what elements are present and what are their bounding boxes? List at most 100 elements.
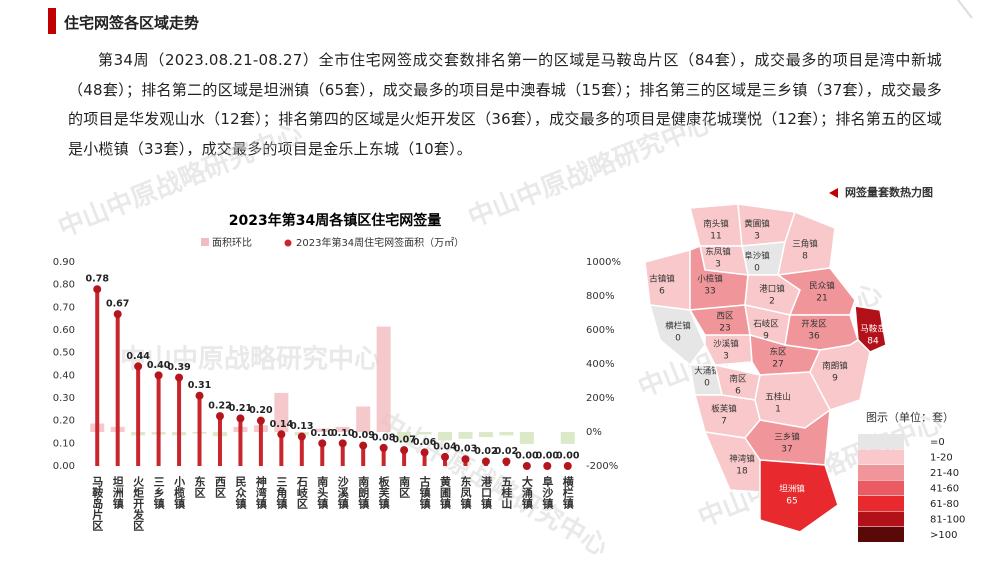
y-tick-label: 0.80 [53, 280, 75, 291]
legend-swatch [858, 511, 904, 527]
legend-swatch [858, 480, 904, 496]
ratio-bar [376, 326, 391, 432]
value-label: 0.31 [188, 380, 211, 391]
ratio-bar [438, 432, 453, 441]
ratio-bar [315, 428, 330, 432]
legend-swatch [284, 239, 292, 247]
region-name: 五桂山 [765, 392, 791, 403]
area-stem [156, 375, 161, 466]
x-tick-label: 港口镇 [479, 475, 492, 510]
area-stem [197, 395, 202, 466]
area-dot [543, 462, 552, 470]
ratio-bar [458, 432, 473, 439]
area-dot [277, 430, 286, 439]
region-value: 65 [786, 497, 797, 507]
x-tick-label: 神湾镇 [254, 475, 267, 510]
value-label: 0.07 [392, 435, 415, 446]
region-name: 横栏镇 [665, 321, 691, 332]
region-value: 3 [715, 260, 721, 270]
region-name: 民众镇 [809, 281, 835, 292]
region-name: 大涌镇 [694, 366, 720, 377]
header-bar [48, 8, 56, 34]
legend-swatch [201, 238, 209, 246]
legend-label: 面积环比 [212, 237, 252, 249]
area-dot [420, 448, 429, 457]
ratio-bar [274, 392, 289, 432]
area-stem [279, 434, 284, 466]
x-tick-label: 火炬开发区 [132, 476, 146, 532]
region-value: 3 [723, 352, 729, 362]
x-tick-label: 坦洲镇 [111, 475, 124, 510]
x-tick-label: 黄圃镇 [439, 475, 452, 510]
watermark: 中山中原战略研究中心 [464, 107, 717, 233]
region-name: 东凤镇 [705, 247, 731, 258]
x-tick-label: 小榄镇 [173, 475, 187, 510]
x-tick-label: 大涌镇 [520, 475, 533, 510]
value-label: 0.40 [147, 360, 171, 371]
area-dot [113, 310, 122, 319]
area-stem [115, 314, 120, 466]
region-value: 27 [772, 360, 783, 370]
y2-tick-label: -200% [586, 461, 618, 472]
region-name: 板芙镇 [711, 404, 737, 415]
area-dot [379, 443, 388, 452]
area-dot [134, 362, 143, 371]
value-label: 0.00 [536, 451, 560, 462]
value-label: 0.20 [249, 405, 273, 416]
map-region [854, 305, 887, 353]
area-stem [95, 289, 100, 466]
legend-label: 61-80 [930, 499, 959, 510]
region-value: 37 [781, 445, 792, 455]
x-tick-label: 民众镇 [234, 476, 247, 510]
value-label: 0.10 [311, 428, 335, 439]
ratio-bar [417, 432, 432, 435]
region-name: 黄圃镇 [744, 219, 770, 230]
legend-label: 2023年第34周住宅网签面积（万㎡） [296, 236, 464, 249]
region-value: 21 [816, 294, 827, 304]
legend-swatch [858, 527, 904, 542]
y2-tick-label: 600% [586, 325, 615, 336]
x-tick-label: 沙溪镇 [336, 476, 349, 510]
map-title-icon [829, 188, 838, 198]
x-tick-label: 阜沙镇 [541, 475, 554, 510]
region-name: 三乡镇 [774, 432, 800, 443]
legend-swatch [858, 496, 904, 511]
region-name: 西区 [716, 312, 734, 322]
area-dot [563, 462, 572, 470]
value-label: 0.03 [454, 444, 477, 455]
region-name: 港口镇 [759, 284, 785, 295]
area-dot [461, 455, 470, 464]
x-tick-label: 三乡镇 [152, 476, 165, 510]
value-label: 0.00 [515, 451, 539, 462]
map-region [759, 459, 839, 533]
area-dot [93, 285, 102, 294]
ratio-bar [356, 406, 371, 432]
region-name: 南区 [729, 374, 747, 385]
region-value: 8 [802, 252, 808, 262]
region-value: 6 [659, 287, 665, 297]
y2-tick-label: 0% [586, 427, 602, 438]
area-stem [340, 443, 345, 466]
y2-tick-label: 800% [586, 291, 615, 302]
y-tick-label: 0.70 [53, 302, 75, 313]
ratio-bar [560, 432, 575, 444]
x-tick-label: 古镇镇 [418, 475, 431, 510]
region-value: 33 [704, 287, 715, 297]
area-stem [177, 377, 182, 466]
region-value: 3 [754, 232, 760, 242]
region-value: 18 [736, 467, 748, 477]
value-label: 0.08 [372, 432, 396, 443]
ratio-bar [335, 426, 350, 432]
value-label: 0.09 [351, 430, 374, 441]
map-region [704, 334, 753, 366]
legend-label: 1-20 [930, 453, 953, 464]
area-stem [320, 443, 325, 466]
area-stem [381, 447, 386, 466]
region-name: 小榄镇 [697, 274, 723, 285]
value-label: 0.44 [126, 351, 150, 362]
y-tick-label: 0.60 [53, 325, 75, 336]
legend-label: =0 [930, 437, 945, 448]
area-dot [502, 457, 511, 466]
